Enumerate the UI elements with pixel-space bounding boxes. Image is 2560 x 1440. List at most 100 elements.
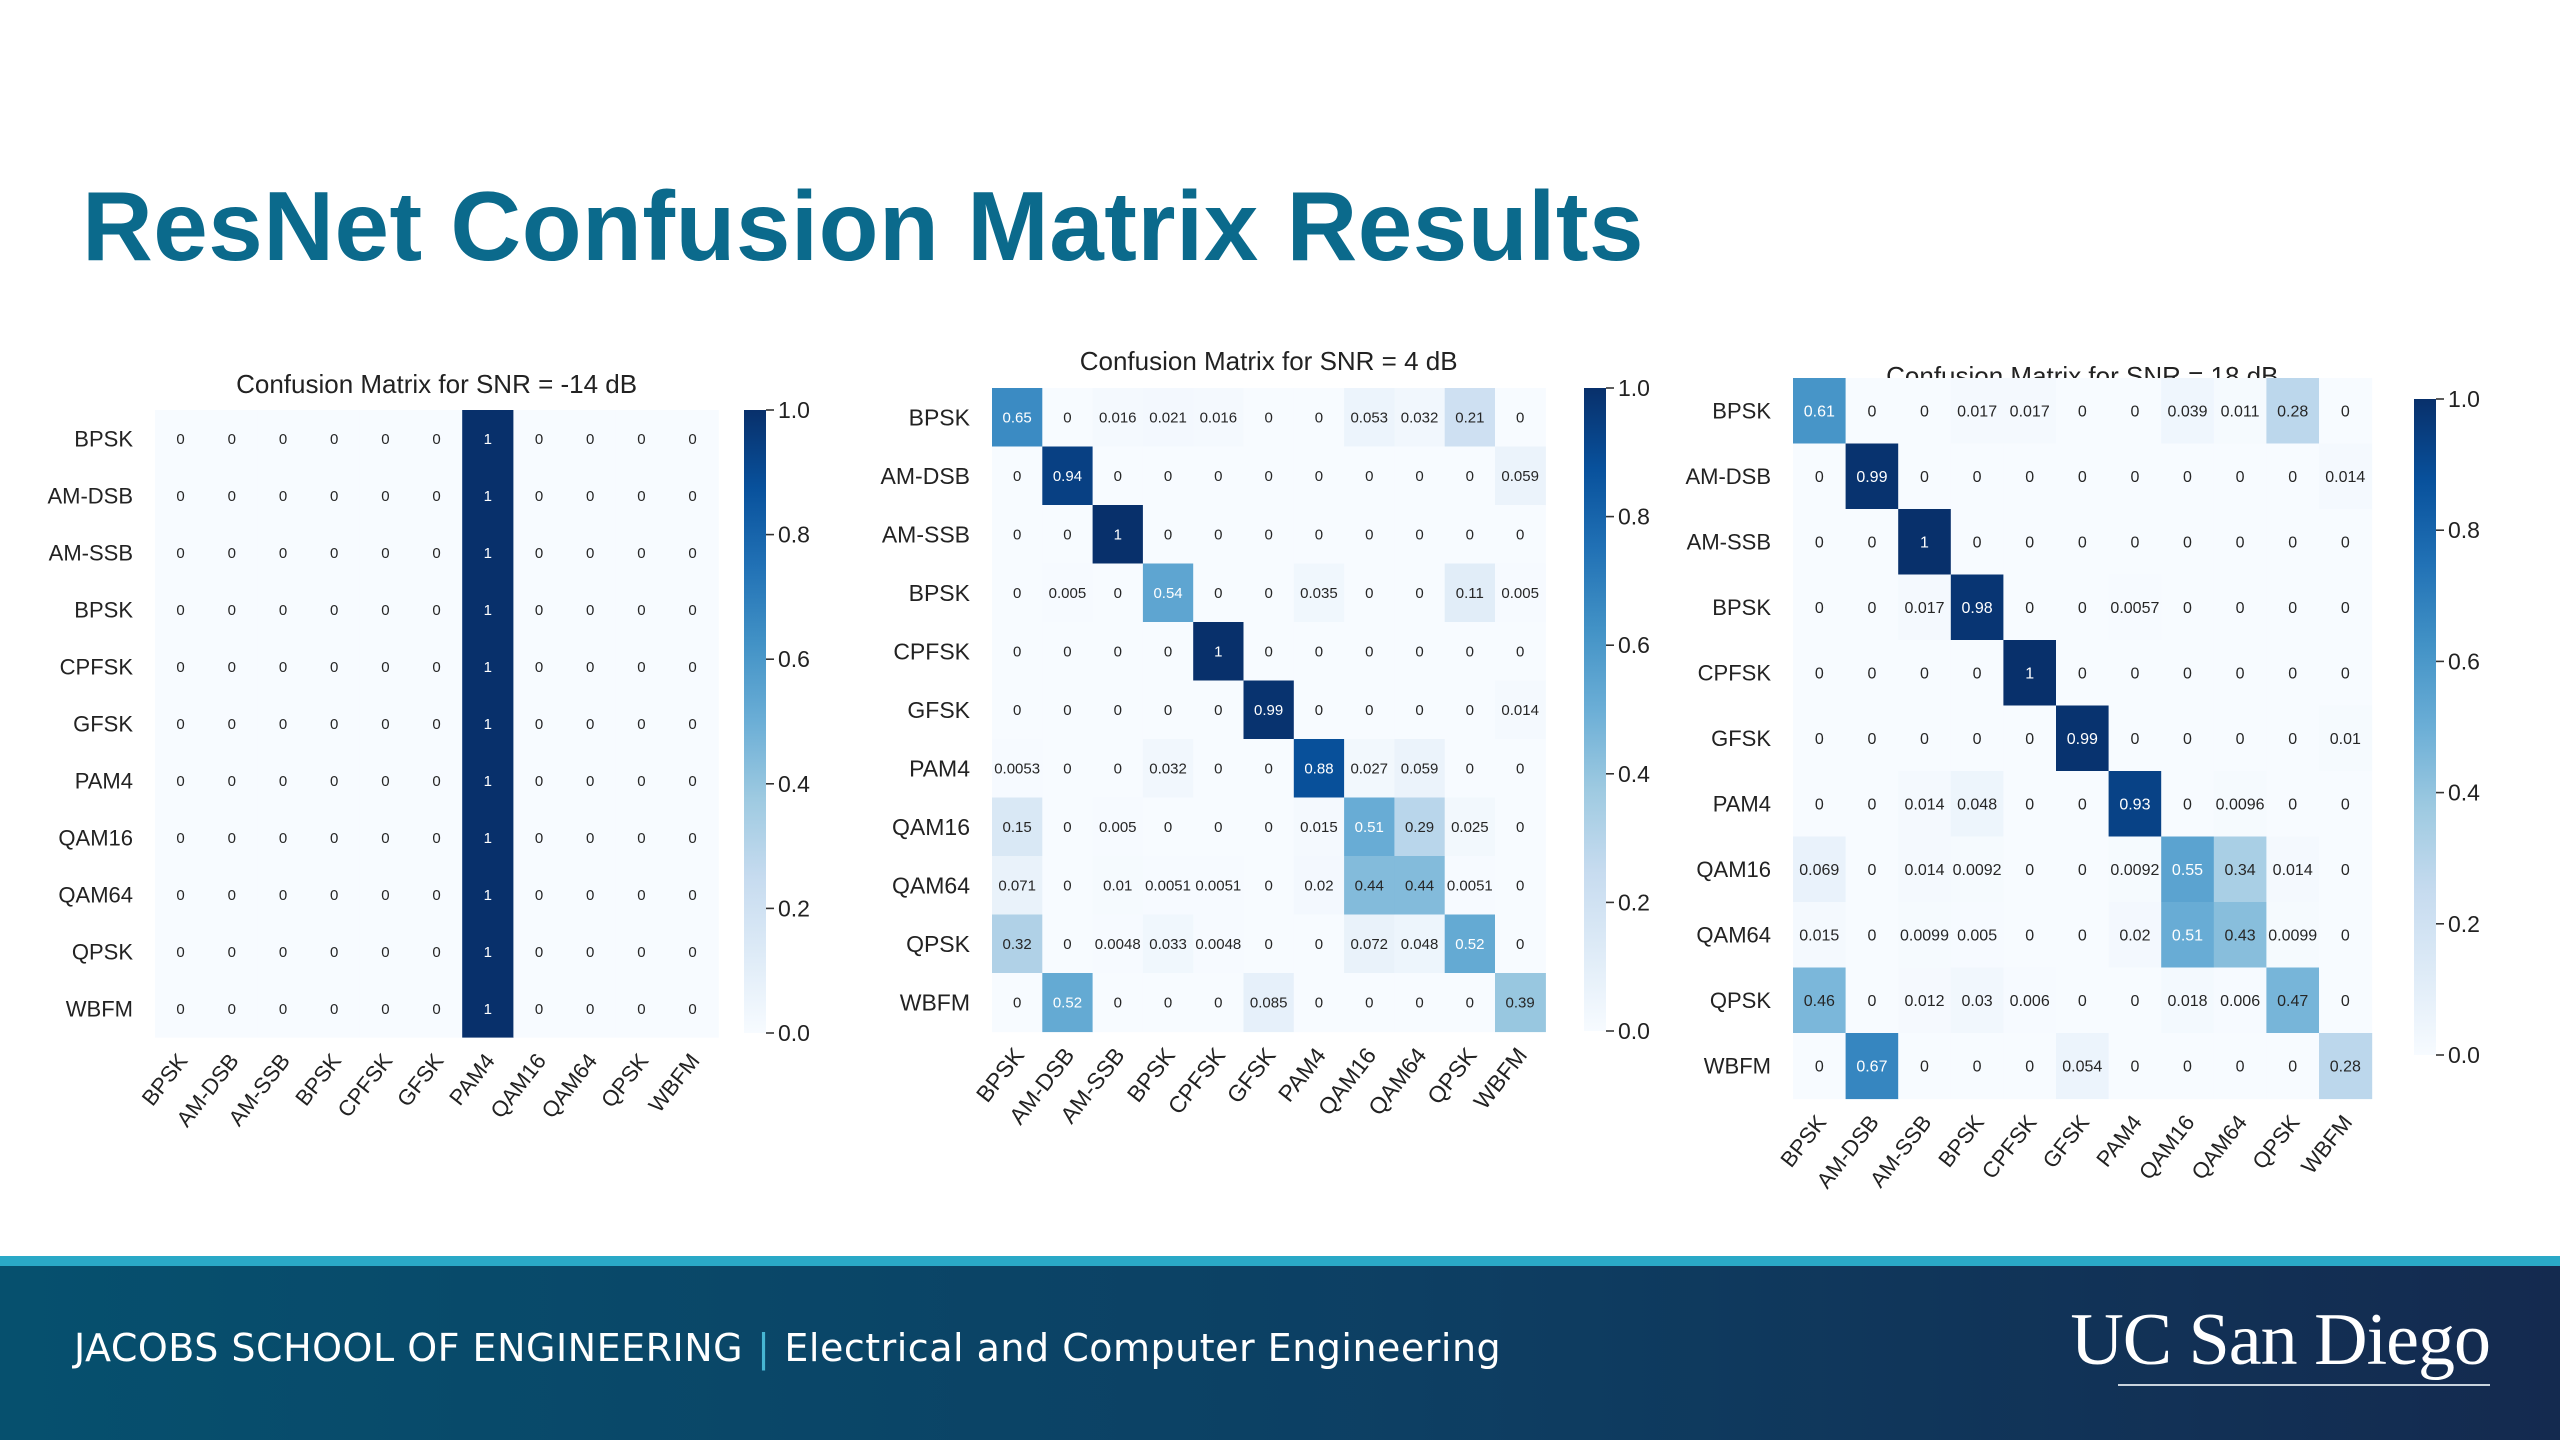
colorbar-tick-label: 0.2: [1618, 889, 1650, 915]
cell-value-label: 0: [1264, 761, 1272, 778]
cell-value-label: 0: [2236, 535, 2245, 552]
heatmap-cell: [257, 467, 310, 525]
heatmap-cell: [615, 695, 668, 753]
heatmap-cell: [615, 467, 668, 525]
cell-value-label: 1: [484, 773, 492, 790]
heatmap-cell: [1394, 446, 1446, 506]
cell-value-label: 0: [279, 716, 287, 733]
cell-value-label: 0: [688, 545, 696, 562]
cell-value-label: 0: [381, 545, 389, 562]
heatmap-cell: [1344, 505, 1395, 565]
heatmap-cell: [1092, 973, 1144, 1033]
heatmap-cell: [1444, 388, 1496, 448]
heatmap-cell: [308, 980, 361, 1038]
cell-value-label: 0: [2025, 469, 2034, 486]
heatmap-cell: [1394, 739, 1446, 799]
cell-value-label: 0.0092: [1953, 862, 2002, 879]
cell-value-label: 0: [1164, 819, 1172, 836]
cell-value-label: 0: [2130, 535, 2139, 552]
cell-value-label: 0: [2341, 404, 2350, 421]
cell-value-label: 0.005: [1049, 585, 1087, 602]
row-tick-label: CPFSK: [60, 654, 134, 679]
cell-value-label: 0.52: [1053, 995, 1082, 1012]
cell-value-label: 0: [637, 944, 645, 961]
heatmap-cell: [2108, 967, 2162, 1034]
cell-value-label: 0: [1264, 410, 1272, 427]
heatmap-cell: [462, 866, 514, 924]
heatmap-cell: [2319, 771, 2373, 838]
heatmap-cell: [411, 866, 463, 924]
heatmap-cell: [1193, 680, 1245, 740]
heatmap-cell: [1898, 836, 1952, 903]
heatmap-cell: [1344, 797, 1395, 857]
heatmap-cell: [1193, 973, 1245, 1033]
heatmap-cell: [1092, 797, 1144, 857]
cell-value-label: 0: [1164, 468, 1172, 485]
heatmap-cell: [257, 410, 310, 468]
cell-value-label: 0: [228, 716, 236, 733]
heatmap-cell: [2003, 443, 2057, 510]
cell-value-label: 0: [2130, 731, 2139, 748]
heatmap-cell: [1845, 771, 1899, 838]
heatmap-cell: [564, 581, 617, 639]
cell-value-label: 0: [432, 716, 440, 733]
row-tick-label: GFSK: [1711, 726, 1771, 751]
column-tick-label: GFSK: [1222, 1042, 1281, 1108]
heatmap-cell: [359, 866, 412, 924]
cell-value-label: 0: [1164, 527, 1172, 544]
row-tick-label: BPSK: [74, 426, 133, 451]
cell-value-label: 0: [1973, 666, 1982, 683]
cell-value-label: 0: [2130, 469, 2139, 486]
cell-value-label: 0: [1867, 862, 1876, 879]
cell-value-label: 0: [637, 602, 645, 619]
heatmap-cell: [1444, 505, 1496, 565]
heatmap-cell: [1845, 836, 1899, 903]
heatmap-cell: [359, 809, 412, 867]
cell-value-label: 0: [330, 431, 338, 448]
heatmap-cell: [2319, 509, 2373, 576]
cell-value-label: 0: [432, 887, 440, 904]
cell-value-label: 0.085: [1250, 995, 1288, 1012]
heatmap-cell: [615, 638, 668, 696]
cell-value-label: 0: [2288, 600, 2297, 617]
heatmap-cell: [513, 467, 566, 525]
cell-value-label: 0: [1516, 819, 1524, 836]
heatmap-cell: [2266, 378, 2320, 445]
cell-value-label: 0: [1815, 469, 1824, 486]
cell-value-label: 0: [176, 488, 184, 505]
cell-value-label: 0: [2183, 797, 2192, 814]
cell-value-label: 0: [1063, 761, 1071, 778]
heatmap-cell: [564, 467, 617, 525]
heatmap-cell: [155, 410, 207, 468]
cell-value-label: 0: [1867, 993, 1876, 1010]
cell-value-label: 0: [1867, 600, 1876, 617]
cell-value-label: 0: [2025, 797, 2034, 814]
heatmap-cell: [615, 752, 668, 810]
heatmap-cell: [1793, 771, 1847, 838]
heatmap-cell: [1344, 856, 1395, 916]
cell-value-label: 0: [1415, 702, 1423, 719]
cell-value-label: 1: [1214, 644, 1222, 661]
heatmap-cell: [1950, 443, 2004, 510]
cell-value-label: 0.29: [1405, 819, 1434, 836]
cell-value-label: 0.054: [2062, 1059, 2102, 1076]
heatmap-cell: [1142, 622, 1194, 682]
heatmap-cell: [257, 809, 310, 867]
cell-value-label: 0.016: [1200, 410, 1238, 427]
heatmap-cell: [1142, 446, 1194, 506]
heatmap-cell: [2266, 443, 2320, 510]
heatmap-cell: [667, 980, 719, 1038]
heatmap-cell: [1142, 505, 1194, 565]
cell-value-label: 0: [1815, 666, 1824, 683]
heatmap-cell: [411, 752, 463, 810]
heatmap-cell: [992, 563, 1043, 623]
heatmap-cell: [359, 638, 412, 696]
cell-value-label: 0: [330, 488, 338, 505]
heatmap-cell: [155, 467, 207, 525]
colorbar-tick-label: 0.8: [2448, 517, 2480, 543]
heatmap-cell: [667, 638, 719, 696]
heatmap-cell: [1793, 574, 1847, 641]
heatmap-cell: [513, 809, 566, 867]
row-tick-label: QPSK: [906, 931, 971, 957]
cell-value-label: 0: [1114, 761, 1122, 778]
